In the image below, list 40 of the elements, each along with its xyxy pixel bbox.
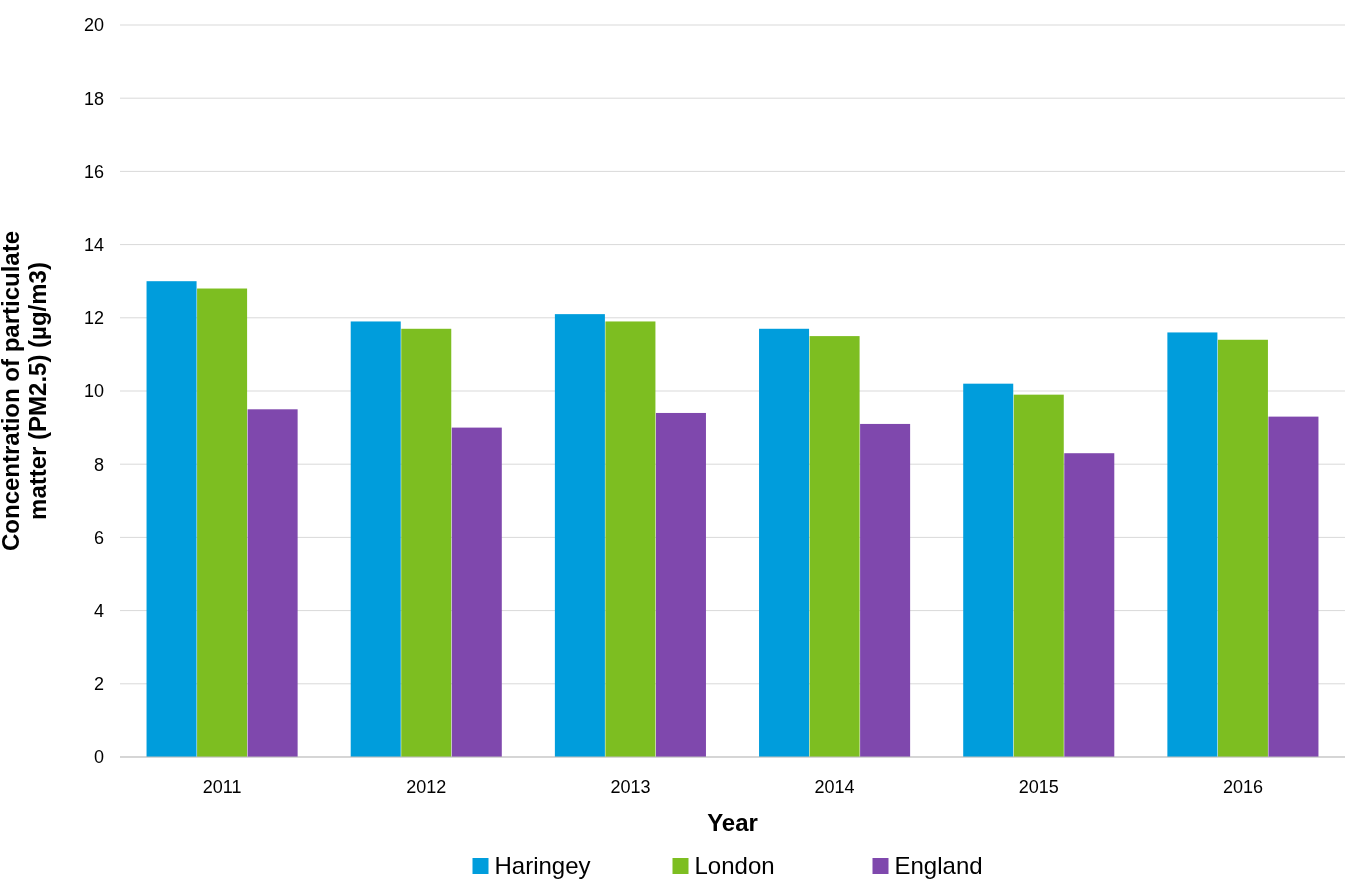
bar (605, 321, 656, 757)
bar (1064, 453, 1115, 757)
y-tick-label: 18 (83, 88, 104, 109)
bar (759, 328, 810, 757)
y-tick-label: 14 (83, 234, 104, 255)
bar (860, 423, 911, 757)
y-tick-label: 4 (93, 600, 104, 621)
y-tick-label: 12 (83, 308, 104, 329)
y-tick-label: 8 (93, 454, 104, 475)
bar (1013, 394, 1064, 757)
bar (401, 328, 452, 757)
y-tick-label: 16 (83, 161, 104, 182)
bar (197, 288, 248, 757)
x-tick-label: 2012 (406, 777, 447, 797)
bar (451, 427, 502, 757)
bar (655, 412, 706, 757)
y-axis-title: Concentration of particulate matter (PM2.5) (µg/m3) (0, 230, 51, 552)
bar (963, 383, 1014, 757)
bar (146, 281, 197, 757)
y-tick-label: 2 (93, 674, 104, 695)
bar (1167, 332, 1218, 757)
x-axis-title: Year (707, 809, 758, 836)
legend-label: Haringey (494, 852, 591, 880)
bar (247, 409, 298, 757)
x-tick-label: 2016 (1222, 777, 1263, 797)
x-tick-label: 2013 (610, 777, 651, 797)
y-tick-label: 20 (83, 15, 104, 36)
bar (809, 336, 860, 757)
x-tick-label: 2011 (202, 777, 242, 797)
bar (1268, 416, 1319, 757)
x-tick-label: 2015 (1018, 777, 1059, 797)
legend-label: England (894, 852, 983, 880)
legend-label: London (694, 852, 775, 880)
y-tick-label: 0 (93, 747, 104, 768)
y-tick-label: 6 (93, 527, 104, 548)
bar (1217, 339, 1268, 757)
bar (350, 321, 401, 757)
bar (554, 314, 605, 757)
y-tick-label: 10 (83, 381, 104, 402)
x-tick-label: 2014 (814, 777, 855, 797)
